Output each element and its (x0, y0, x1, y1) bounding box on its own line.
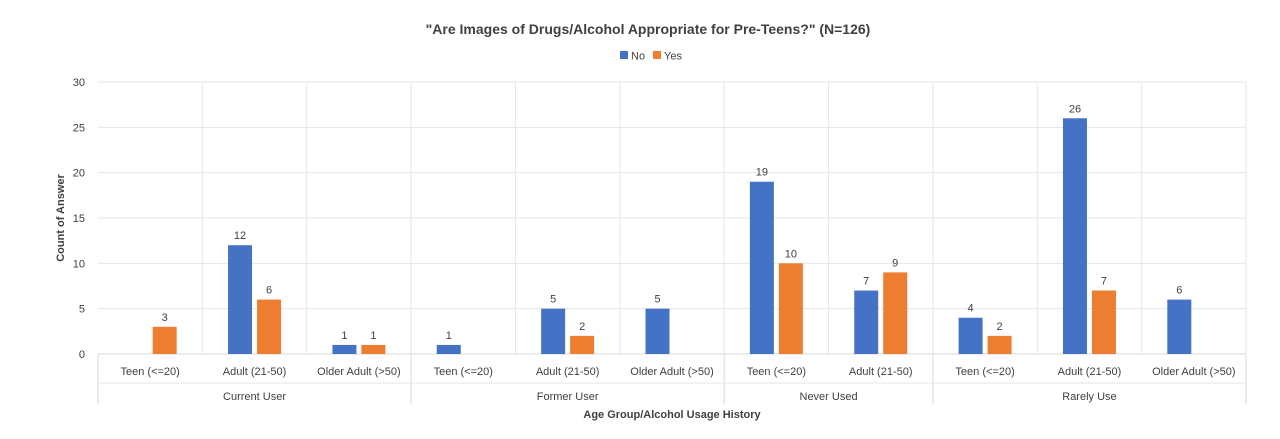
y-tick-label: 30 (73, 77, 85, 89)
x-category-label: Older Adult (>50) (317, 366, 400, 378)
data-label: 3 (162, 312, 168, 324)
data-label: 7 (1101, 276, 1107, 288)
bars (152, 118, 1192, 355)
legend-label-yes: Yes (664, 51, 682, 63)
x-group-label: Current User (223, 391, 286, 403)
bar-yes (257, 299, 282, 354)
x-axis-title: Age Group/Alcohol Usage History (583, 409, 761, 421)
y-tick-label: 10 (73, 258, 85, 270)
data-labels: 3 12 6 1 1 1 5 2 5 19 10 7 9 4 2 26 7 6 (162, 103, 1183, 342)
data-label: 2 (997, 321, 1003, 333)
data-label: 4 (968, 303, 974, 315)
x-axis: Teen (<=20) Adult (21-50) Older Adult (>50… (97, 354, 1247, 404)
data-label: 5 (654, 294, 660, 306)
data-label: 26 (1069, 103, 1081, 115)
y-tick-label: 25 (73, 122, 85, 134)
gridlines (98, 81, 1247, 355)
data-label: 5 (550, 294, 556, 306)
y-tick-label: 5 (79, 304, 85, 316)
x-category-label: Teen (<=20) (955, 366, 1014, 378)
bar-yes (1091, 290, 1116, 354)
x-category-label: Adult (21-50) (849, 366, 913, 378)
x-category-label: Older Adult (>50) (1152, 366, 1235, 378)
bar-no (541, 308, 566, 354)
bar-yes (987, 335, 1012, 354)
data-label: 10 (785, 248, 797, 260)
bar-no (228, 245, 253, 354)
bar-no (645, 308, 670, 354)
bar-no (854, 290, 879, 354)
y-tick-label: 15 (73, 213, 85, 225)
data-label: 1 (341, 330, 347, 342)
bar-yes (883, 272, 908, 354)
data-label: 7 (863, 276, 869, 288)
x-category-label: Adult (21-50) (536, 366, 600, 378)
data-label: 9 (892, 257, 898, 269)
bar-yes (570, 335, 595, 354)
legend-swatch-no (620, 51, 628, 59)
data-label: 19 (756, 167, 768, 179)
x-category-label: Adult (21-50) (223, 366, 287, 378)
y-tick-label: 0 (79, 349, 85, 361)
bar-yes (152, 326, 177, 354)
y-tick-label: 20 (73, 168, 85, 180)
bar-no (749, 181, 774, 354)
data-label: 1 (446, 330, 452, 342)
data-label: 6 (266, 285, 272, 297)
x-category-label: Older Adult (>50) (630, 366, 713, 378)
y-axis-ticks: 0 5 10 15 20 25 30 (73, 77, 85, 361)
legend-swatch-yes (653, 51, 661, 59)
bar-no (332, 344, 357, 354)
bar-yes (361, 344, 386, 354)
x-category-label: Teen (<=20) (434, 366, 493, 378)
data-label: 2 (579, 321, 585, 333)
x-group-label: Former User (537, 391, 599, 403)
chart-title: "Are Images of Drugs/Alcohol Appropriate… (426, 21, 871, 37)
x-group-label: Rarely Use (1062, 391, 1116, 403)
x-category-label: Teen (<=20) (121, 366, 180, 378)
x-group-label: Never Used (800, 391, 858, 403)
bar-no (958, 317, 983, 354)
data-label: 1 (370, 330, 376, 342)
bar-no (1062, 118, 1087, 355)
bar-no (1167, 299, 1192, 354)
data-label: 12 (234, 230, 246, 242)
legend: No Yes (620, 51, 682, 63)
x-category-label: Teen (<=20) (747, 366, 806, 378)
bar-yes (778, 263, 803, 354)
legend-label-no: No (631, 51, 645, 63)
data-label: 6 (1176, 285, 1182, 297)
bar-no (436, 344, 461, 354)
y-axis-title: Count of Answer (55, 173, 67, 261)
x-category-label: Adult (21-50) (1058, 366, 1122, 378)
